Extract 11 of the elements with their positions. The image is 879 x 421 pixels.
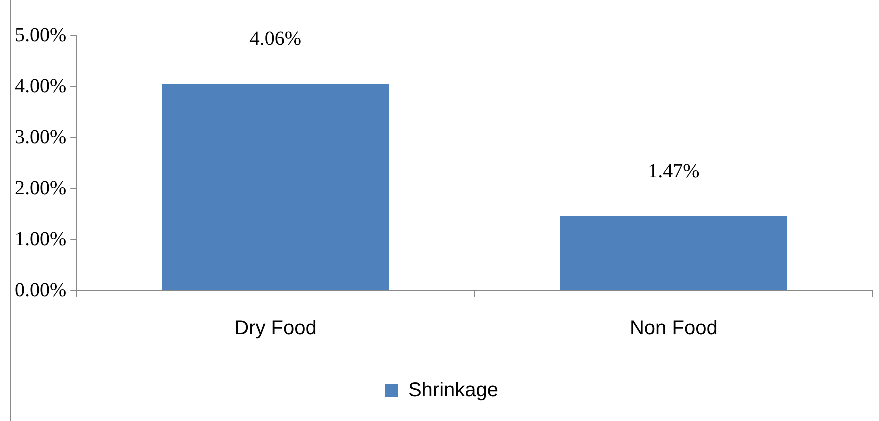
y-tick-label: 3.00% <box>14 126 67 148</box>
y-tick-label: 5.00% <box>14 24 67 46</box>
y-tick-label: 2.00% <box>14 177 67 200</box>
data-label: 1.47% <box>648 160 700 182</box>
y-tick-label: 4.00% <box>14 75 67 98</box>
y-tick-label: 1.00% <box>14 228 67 250</box>
legend-label: Shrinkage <box>408 380 499 402</box>
x-tick-label: Non Food <box>630 318 718 340</box>
x-tick-label: Dry Food <box>234 318 317 340</box>
y-tick-label: 0.00% <box>14 279 67 302</box>
data-label: 4.06% <box>250 28 302 50</box>
